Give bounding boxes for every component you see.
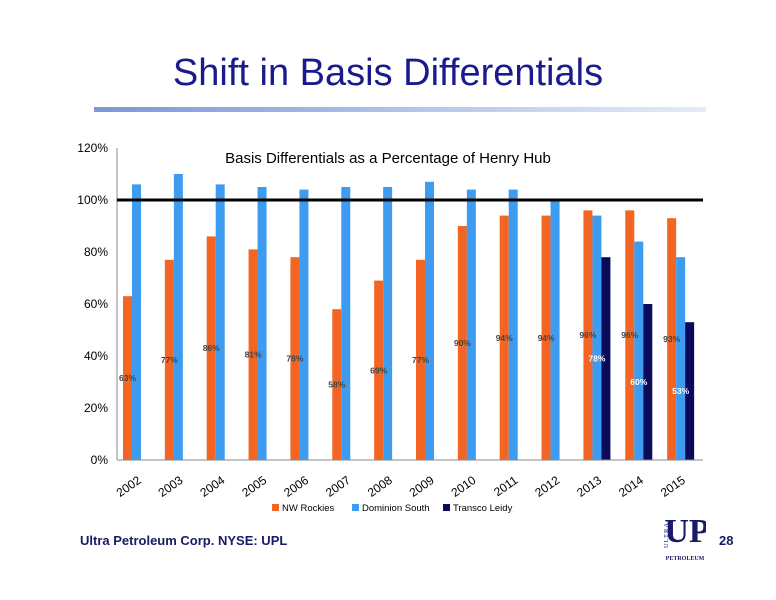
logo-petroleum-text: PETROLEUM bbox=[666, 556, 705, 562]
x-tick-label: 2003 bbox=[156, 473, 186, 500]
data-label-transco-leidy: 53% bbox=[672, 386, 689, 396]
bar-nw-rockies bbox=[667, 218, 677, 460]
y-tick-label: 40% bbox=[84, 349, 108, 363]
bar-nw-rockies bbox=[625, 210, 635, 460]
legend-swatch bbox=[352, 504, 359, 511]
x-tick-label: 2009 bbox=[407, 473, 437, 500]
data-label-nw-rockies: 77% bbox=[161, 355, 178, 365]
bar-dominion-south bbox=[550, 200, 560, 460]
bar-nw-rockies bbox=[332, 309, 342, 460]
bar-nw-rockies bbox=[123, 296, 132, 460]
x-tick-label: 2004 bbox=[197, 473, 227, 500]
bars bbox=[123, 174, 695, 461]
bar-dominion-south bbox=[215, 184, 225, 460]
legend-swatch bbox=[272, 504, 279, 511]
legend-label: NW Rockies bbox=[282, 503, 335, 514]
bar-dominion-south bbox=[676, 257, 686, 460]
bar-nw-rockies bbox=[499, 215, 509, 460]
bar-nw-rockies bbox=[290, 257, 300, 460]
x-tick-label: 2002 bbox=[114, 473, 144, 500]
bar-dominion-south bbox=[508, 189, 518, 460]
data-label-nw-rockies: 96% bbox=[579, 330, 596, 340]
y-tick-label: 20% bbox=[84, 401, 108, 415]
data-label-nw-rockies: 96% bbox=[621, 330, 638, 340]
bar-dominion-south bbox=[383, 187, 393, 460]
y-tick-label: 120% bbox=[77, 141, 108, 155]
bar-transco-leidy bbox=[685, 322, 695, 460]
logo-ultra-text: ULTRA bbox=[663, 522, 670, 548]
data-label-nw-rockies: 81% bbox=[245, 350, 262, 360]
data-label-nw-rockies: 63% bbox=[119, 373, 136, 383]
bar-dominion-south bbox=[299, 189, 309, 460]
data-label-nw-rockies: 94% bbox=[496, 333, 513, 343]
y-tick-label: 100% bbox=[77, 193, 108, 207]
legend-label: Dominion South bbox=[362, 503, 430, 514]
bar-dominion-south bbox=[425, 181, 434, 461]
bar-dominion-south bbox=[592, 215, 602, 460]
bar-dominion-south bbox=[466, 189, 476, 460]
y-tick-label: 80% bbox=[84, 245, 108, 259]
bar-nw-rockies bbox=[206, 236, 216, 460]
x-tick-label: 2008 bbox=[365, 473, 395, 500]
bar-nw-rockies bbox=[164, 259, 174, 460]
x-tick-label: 2015 bbox=[658, 473, 688, 500]
x-tick-label: 2005 bbox=[239, 473, 269, 500]
bar-nw-rockies bbox=[457, 226, 467, 460]
footer-company-text: Ultra Petroleum Corp. NYSE: UPL bbox=[80, 533, 288, 548]
bar-nw-rockies bbox=[416, 259, 425, 460]
data-label-nw-rockies: 93% bbox=[663, 334, 680, 344]
bar-nw-rockies bbox=[248, 249, 258, 460]
x-tick-label: 2014 bbox=[616, 473, 646, 500]
y-axis-labels: 0% 20% 40% 60% 80% 100% 120% bbox=[77, 141, 108, 467]
y-tick-label: 60% bbox=[84, 297, 108, 311]
x-tick-label: 2006 bbox=[281, 473, 311, 500]
data-label-transco-leidy: 78% bbox=[588, 354, 605, 364]
data-label-nw-rockies: 69% bbox=[370, 365, 387, 375]
x-tick-label: 2007 bbox=[323, 473, 353, 500]
x-tick-label: 2011 bbox=[491, 473, 520, 499]
data-label-transco-leidy: 60% bbox=[630, 377, 647, 387]
legend-swatch bbox=[443, 504, 450, 511]
legend-label: Transco Leidy bbox=[453, 503, 513, 514]
title-underline-bar bbox=[94, 107, 706, 112]
data-label-nw-rockies: 90% bbox=[454, 338, 471, 348]
ultra-petroleum-logo: ULTRA UP PETROLEUM bbox=[660, 500, 706, 562]
x-tick-label: 2010 bbox=[449, 473, 479, 500]
data-label-nw-rockies: 94% bbox=[538, 333, 555, 343]
bar-dominion-south bbox=[257, 187, 267, 460]
data-label-nw-rockies: 78% bbox=[286, 354, 303, 364]
bar-nw-rockies bbox=[583, 210, 593, 460]
bar-dominion-south bbox=[173, 174, 183, 460]
bar-dominion-south bbox=[634, 241, 644, 460]
x-axis-labels: 2002 2003 2004 2005 2006 2007 2008 2009 2010 2011… bbox=[114, 473, 688, 500]
bar-transco-leidy bbox=[643, 304, 653, 460]
slide-title: Shift in Basis Differentials bbox=[172, 52, 604, 94]
bar-dominion-south bbox=[341, 187, 351, 460]
legend: NW Rockies Dominion South Transco Leidy bbox=[272, 503, 513, 514]
x-tick-label: 2013 bbox=[574, 473, 604, 500]
page-number: 28 bbox=[719, 533, 734, 548]
data-label-nw-rockies: 86% bbox=[203, 343, 220, 353]
bar-transco-leidy bbox=[601, 257, 611, 460]
data-labels: 63% 77% 86% 81% 78% 58% 69% 77% 90% 94% 94% 96% 96% 9… bbox=[119, 330, 690, 396]
chart-title: Basis Differentials as a Percentage of H… bbox=[225, 150, 551, 167]
logo-up-text: UP bbox=[664, 513, 706, 550]
y-tick-label: 0% bbox=[91, 453, 109, 467]
x-tick-label: 2012 bbox=[532, 473, 562, 500]
bar-nw-rockies bbox=[541, 215, 551, 460]
bar-dominion-south bbox=[132, 184, 141, 460]
data-label-nw-rockies: 77% bbox=[412, 355, 429, 365]
bar-nw-rockies bbox=[374, 280, 384, 460]
data-label-nw-rockies: 58% bbox=[328, 380, 345, 390]
